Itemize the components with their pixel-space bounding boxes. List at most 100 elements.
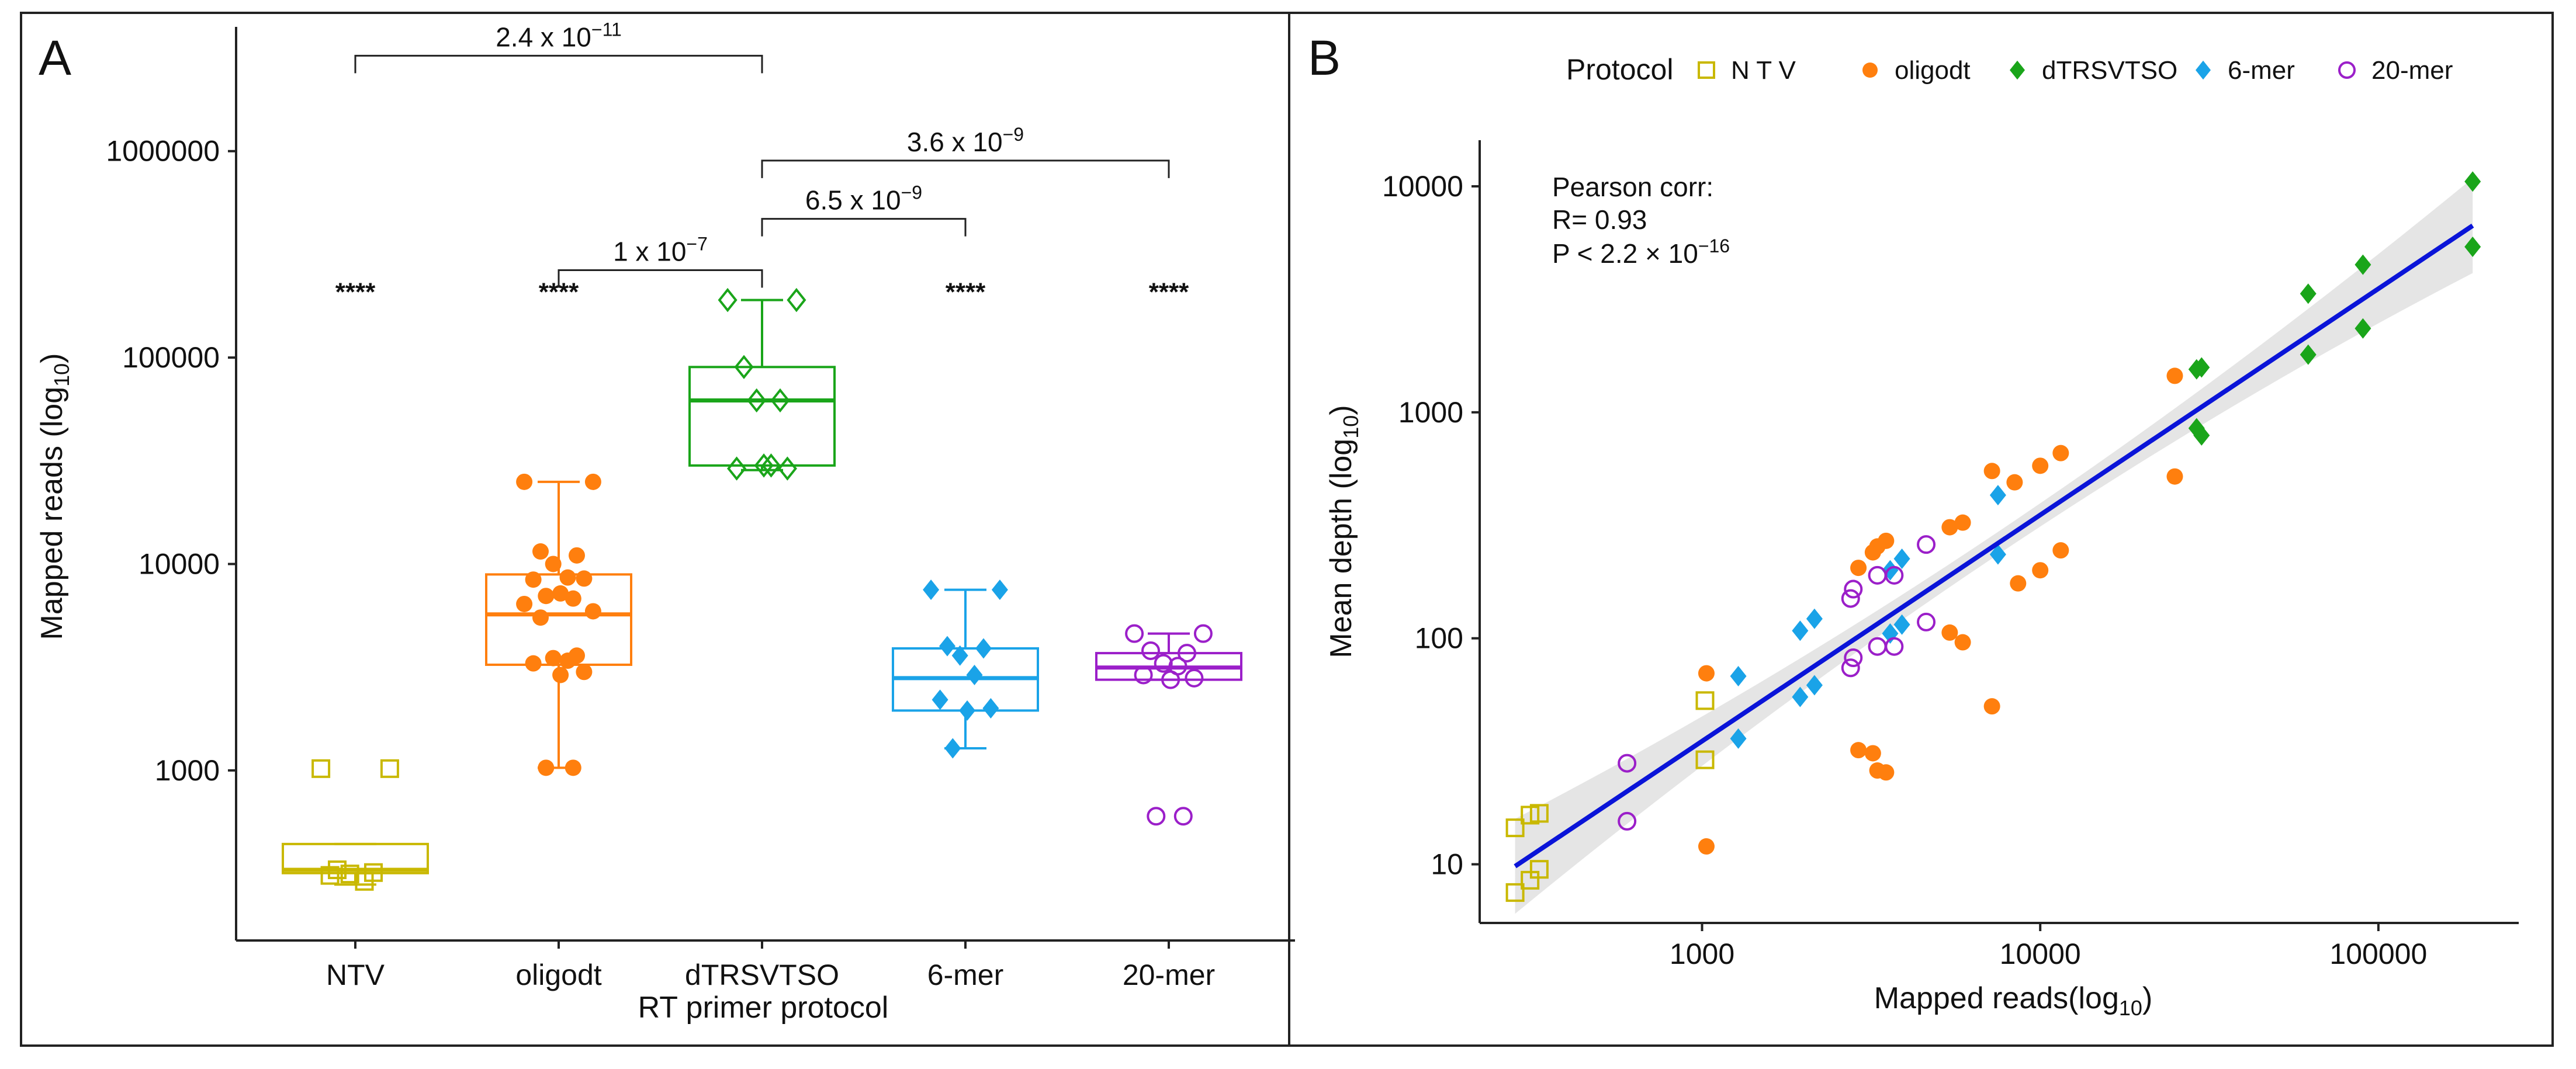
panel-b: B Protocol N T V oligodt dTRSVTSO 6-mer 20-m… [1308, 30, 2519, 1020]
scatter-point-oligodt [1983, 698, 2000, 715]
panel-a: A 1000 10000 100000 1000000 NTV oligodt dTRSV… [35, 19, 1295, 1025]
scatter-point-oligodt [1941, 519, 1958, 536]
data-point-oligodt [516, 595, 533, 612]
panel-a-x-axis-title: RT primer protocol [638, 991, 889, 1025]
scatter-point-NTV [1695, 750, 1715, 769]
data-point-6-mer [966, 664, 983, 685]
panel-a-x-ticks: NTV oligodt dTRSVTSO 6-mer 20-mer [326, 940, 1215, 991]
box-iqr [485, 573, 632, 666]
data-point-dTRSVTSO [777, 456, 797, 481]
legend-label: dTRSVTSO [2042, 56, 2177, 85]
data-point-oligodt [576, 570, 593, 587]
significance-stars: **** [1149, 277, 1189, 306]
panel-b-legend: Protocol N T V oligodt dTRSVTSO 6-mer 20-mer [1566, 53, 2453, 86]
box-oligodt [485, 480, 632, 769]
scatter-point-oligodt [1941, 624, 1958, 641]
scatter-point-oligodt [2052, 445, 2069, 461]
stats-p-value: P < 2.2 × 10−16 [1552, 235, 1730, 269]
scatter-point-oligodt [2166, 468, 2183, 485]
scatter-point-6-mer [1792, 686, 1809, 707]
scatter-point-oligodt [2006, 474, 2023, 491]
scatter-point-6-mer [1792, 620, 1809, 641]
scatter-point-dTRSVTSO [2300, 283, 2317, 304]
scatter-point-dTRSVTSO [2464, 236, 2481, 257]
legend-title: Protocol [1566, 53, 1673, 86]
scatter-point-oligodt [1850, 742, 1867, 759]
bracket-line [558, 269, 763, 288]
data-point-20-mer [1173, 807, 1193, 826]
scatter-point-oligodt [2010, 575, 2027, 592]
legend-label: oligodt [1895, 56, 1971, 85]
data-point-oligodt [559, 569, 576, 586]
x-tick-label: 6-mer [927, 959, 1004, 991]
legend-label: N T V [1731, 56, 1796, 85]
panel-b-x-ticks: 1000 10000 100000 [1670, 923, 2427, 970]
p-value-label: 6.5 x 10−9 [805, 182, 922, 216]
legend-marker [1698, 61, 1715, 79]
y-tick-label: 1000 [1398, 396, 1463, 429]
data-point-6-mer [932, 689, 948, 710]
panel-a-y-axis-title: Mapped reads (log10) [35, 353, 74, 640]
scatter-point-20-mer [1618, 754, 1637, 773]
scatter-point-20-mer [1917, 535, 1936, 554]
x-tick-label: 20-mer [1123, 959, 1215, 991]
significance-stars: **** [946, 277, 986, 306]
panel-a-y-ticks: 1000 10000 100000 1000000 [106, 135, 236, 787]
scatter-point-oligodt [2052, 542, 2069, 559]
data-point-20-mer [1161, 670, 1180, 689]
comparison-bracket: 3.6 x 10−9 [761, 124, 1170, 178]
y-tick-label: 10000 [1382, 170, 1463, 203]
data-point-NTV [320, 866, 340, 885]
panel-b-y-axis-title: Mean depth (log10) [1324, 405, 1363, 658]
data-point-NTV [311, 759, 331, 778]
panel-b-y-ticks: 10 100 1000 10000 [1382, 170, 1480, 881]
panel-a-points [311, 287, 1213, 891]
scatter-point-NTV [1529, 860, 1549, 879]
scatter-point-oligodt [2032, 562, 2049, 579]
data-point-dTRSVTSO [734, 355, 754, 379]
legend-label: 20-mer [2371, 56, 2453, 85]
x-tick-label: 1000 [1670, 938, 1734, 970]
data-point-6-mer [939, 636, 955, 657]
data-point-oligodt [559, 652, 576, 669]
data-point-oligodt [538, 588, 555, 605]
scatter-point-6-mer [1893, 614, 1910, 635]
data-point-oligodt [584, 473, 601, 490]
scatter-point-dTRSVTSO [2300, 344, 2317, 365]
scatter-point-oligodt [1698, 838, 1715, 855]
scatter-point-oligodt [1954, 634, 1971, 651]
p-value-label: 3.6 x 10−9 [907, 124, 1024, 157]
panel-b-x-axis-title: Mapped reads(log10) [1874, 981, 2153, 1020]
data-point-dTRSVTSO [761, 453, 781, 478]
data-point-dTRSVTSO [754, 453, 774, 478]
scatter-point-6-mer [1806, 675, 1823, 696]
panel-a-comparison-brackets: 2.4 x 10−11 3.6 x 10−9 6.5 x 10−9 1 x 10−7 [354, 19, 1170, 288]
x-tick-label: 100000 [2329, 938, 2427, 970]
comparison-bracket: 6.5 x 10−9 [761, 182, 967, 237]
y-tick-label: 100000 [122, 341, 220, 374]
data-point-oligodt [545, 650, 562, 667]
data-point-20-mer [1193, 624, 1213, 643]
legend-marker [2196, 60, 2211, 80]
scatter-point-NTV [1505, 818, 1525, 838]
p-value-label: 2.4 x 10−11 [496, 19, 622, 52]
legend-entry-dTRSVTSO: dTRSVTSO [2010, 56, 2177, 85]
panel-b-points [1505, 171, 2481, 902]
scatter-point-20-mer [1885, 637, 1904, 656]
legend-marker [2338, 61, 2356, 79]
data-point-oligodt [532, 543, 549, 560]
panel-a-boxes [282, 299, 1242, 886]
scatter-point-dTRSVTSO [2355, 318, 2371, 339]
y-tick-label: 1000 [155, 754, 220, 787]
comparison-bracket: 2.4 x 10−11 [354, 19, 763, 74]
scatter-point-20-mer [1618, 811, 1637, 831]
scatter-point-6-mer [1989, 485, 2006, 506]
scatter-point-6-mer [1730, 665, 1747, 686]
data-point-6-mer [951, 645, 968, 666]
data-point-dTRSVTSO [770, 388, 790, 413]
scatter-point-dTRSVTSO [2464, 171, 2481, 192]
data-point-dTRSVTSO [718, 287, 738, 313]
x-tick-label: oligodt [515, 959, 601, 991]
scatter-point-6-mer [1730, 728, 1747, 749]
y-tick-label: 10 [1431, 848, 1463, 881]
